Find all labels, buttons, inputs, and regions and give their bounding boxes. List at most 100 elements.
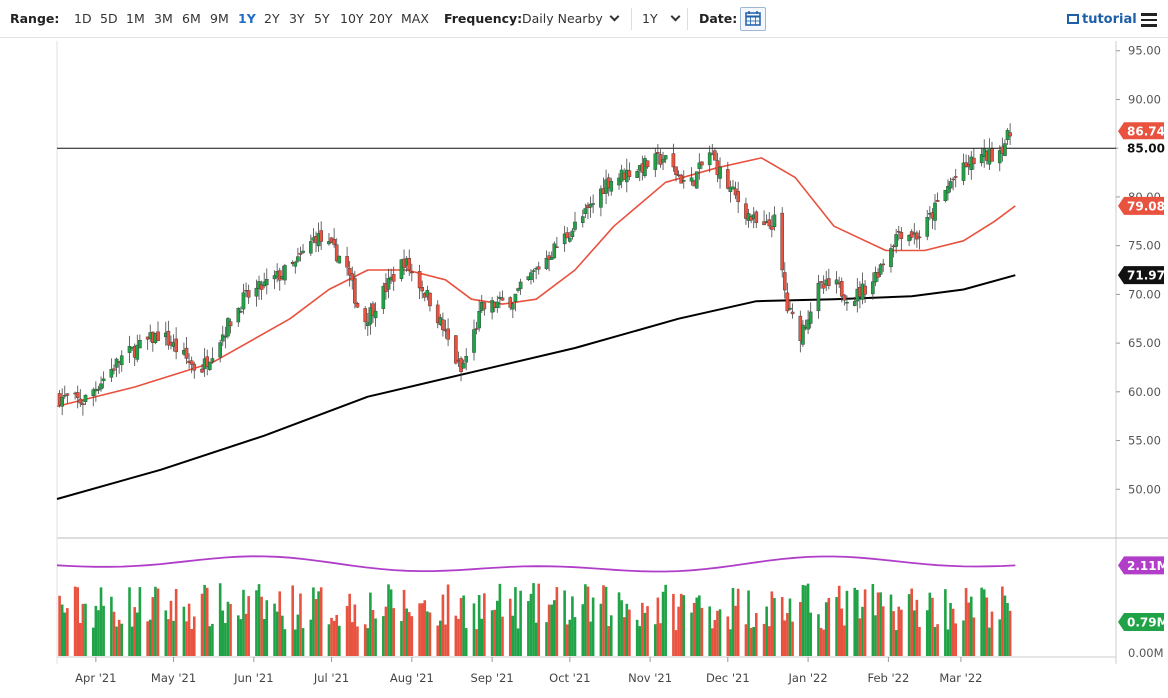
tutorial-link[interactable]: tutorial bbox=[1067, 12, 1137, 27]
volume-bar bbox=[291, 585, 294, 656]
range-2y[interactable]: 2Y bbox=[264, 11, 280, 26]
volume-bar bbox=[117, 619, 121, 656]
range-20y[interactable]: 20Y bbox=[369, 11, 393, 26]
volume-bar bbox=[967, 602, 970, 656]
volume-bar bbox=[545, 622, 548, 656]
range-1m[interactable]: 1M bbox=[126, 11, 145, 26]
candle-body bbox=[591, 203, 595, 205]
volume-bar bbox=[154, 586, 157, 656]
volume-bar bbox=[809, 612, 812, 656]
candle-body bbox=[599, 188, 603, 208]
candle-body bbox=[75, 392, 80, 398]
volume-bar bbox=[146, 621, 149, 656]
candle-body bbox=[643, 158, 647, 177]
candle-body bbox=[508, 297, 513, 308]
volume-bar bbox=[672, 593, 675, 656]
candle-body bbox=[428, 292, 432, 307]
candle-body bbox=[863, 285, 867, 295]
range-3m[interactable]: 3M bbox=[154, 11, 173, 26]
volume-bar bbox=[874, 615, 877, 656]
range-1y[interactable]: 1Y bbox=[238, 11, 256, 26]
y-tick-label: 50.00 bbox=[1128, 482, 1161, 496]
volume-bar bbox=[350, 622, 354, 656]
volume-bar bbox=[988, 627, 991, 656]
volume-average-line bbox=[56, 555, 1016, 573]
candle-body bbox=[713, 150, 717, 161]
candle-body bbox=[166, 330, 171, 346]
candle-body bbox=[961, 162, 966, 181]
volume-bar bbox=[130, 626, 134, 656]
candle-body bbox=[332, 239, 336, 245]
volume-bar bbox=[441, 594, 445, 656]
candle-body bbox=[83, 394, 88, 402]
volume-bar bbox=[115, 626, 118, 656]
volume-bar bbox=[892, 611, 895, 656]
candle-body bbox=[808, 311, 813, 324]
candle-body bbox=[472, 329, 476, 353]
candle-body bbox=[516, 288, 520, 291]
candle-body bbox=[99, 383, 103, 390]
period-value: 1Y bbox=[642, 11, 658, 26]
volume-bar bbox=[444, 624, 447, 656]
volume-bar bbox=[879, 592, 882, 656]
volume-bar bbox=[537, 583, 541, 656]
candle-body bbox=[495, 301, 500, 308]
y-tick-label: 60.00 bbox=[1128, 385, 1161, 399]
volume-bar bbox=[949, 602, 952, 656]
candle-body bbox=[681, 180, 686, 182]
volume-bar bbox=[736, 588, 740, 656]
range-5d[interactable]: 5D bbox=[100, 11, 118, 26]
volume-bar bbox=[275, 611, 279, 656]
volume-bar bbox=[172, 620, 175, 656]
candle-body bbox=[127, 346, 132, 353]
volume-bar bbox=[918, 627, 921, 656]
volume-bar bbox=[169, 600, 173, 656]
candle-body bbox=[909, 231, 914, 238]
candle-body bbox=[580, 216, 585, 223]
candle-body bbox=[549, 257, 554, 260]
menu-button[interactable] bbox=[1141, 13, 1157, 27]
candle-body bbox=[189, 360, 194, 365]
range-3y[interactable]: 3Y bbox=[289, 11, 305, 26]
candle-body bbox=[744, 203, 748, 219]
candle-body bbox=[241, 292, 246, 310]
sma50-tag-text: 79.08 bbox=[1127, 199, 1165, 213]
range-6m[interactable]: 6M bbox=[182, 11, 201, 26]
volume-bar bbox=[664, 584, 667, 656]
volume-bar bbox=[643, 612, 647, 656]
y-tick-label: 75.00 bbox=[1128, 239, 1161, 253]
period-dropdown[interactable]: 1Y bbox=[642, 11, 681, 26]
volume-bar bbox=[314, 599, 318, 656]
volume-bar bbox=[110, 596, 113, 656]
candle-body bbox=[192, 363, 197, 371]
last-price-tag: 86.74 bbox=[1118, 122, 1165, 141]
sma50-line bbox=[56, 157, 1016, 408]
candle-body bbox=[925, 216, 930, 237]
volume-bar bbox=[591, 597, 595, 656]
x-tick-label: Mar '22 bbox=[939, 671, 982, 685]
range-1d[interactable]: 1D bbox=[74, 11, 92, 26]
volume-bar bbox=[571, 596, 574, 656]
volume-bar bbox=[804, 585, 807, 656]
range-10y[interactable]: 10Y bbox=[340, 11, 364, 26]
date-label: Date: bbox=[699, 11, 738, 26]
candle-body bbox=[138, 339, 142, 349]
calendar-button[interactable] bbox=[740, 7, 766, 31]
volume-bar bbox=[319, 587, 323, 656]
range-max[interactable]: MAX bbox=[401, 11, 429, 26]
volume-bar bbox=[426, 611, 429, 656]
volume-bar bbox=[679, 593, 683, 656]
volume-bar bbox=[454, 615, 458, 656]
candle-body bbox=[933, 202, 937, 221]
volume-bar bbox=[338, 625, 341, 656]
candle-body bbox=[96, 389, 101, 391]
calendar-icon bbox=[745, 11, 761, 26]
volume-bar bbox=[66, 608, 69, 656]
range-9m[interactable]: 9M bbox=[210, 11, 229, 26]
candle-body bbox=[259, 284, 264, 290]
volume-bar bbox=[853, 587, 857, 656]
volume-bar bbox=[534, 622, 538, 656]
frequency-dropdown[interactable]: Daily Nearby bbox=[522, 11, 620, 26]
candle-body bbox=[679, 174, 683, 184]
range-5y[interactable]: 5Y bbox=[314, 11, 330, 26]
